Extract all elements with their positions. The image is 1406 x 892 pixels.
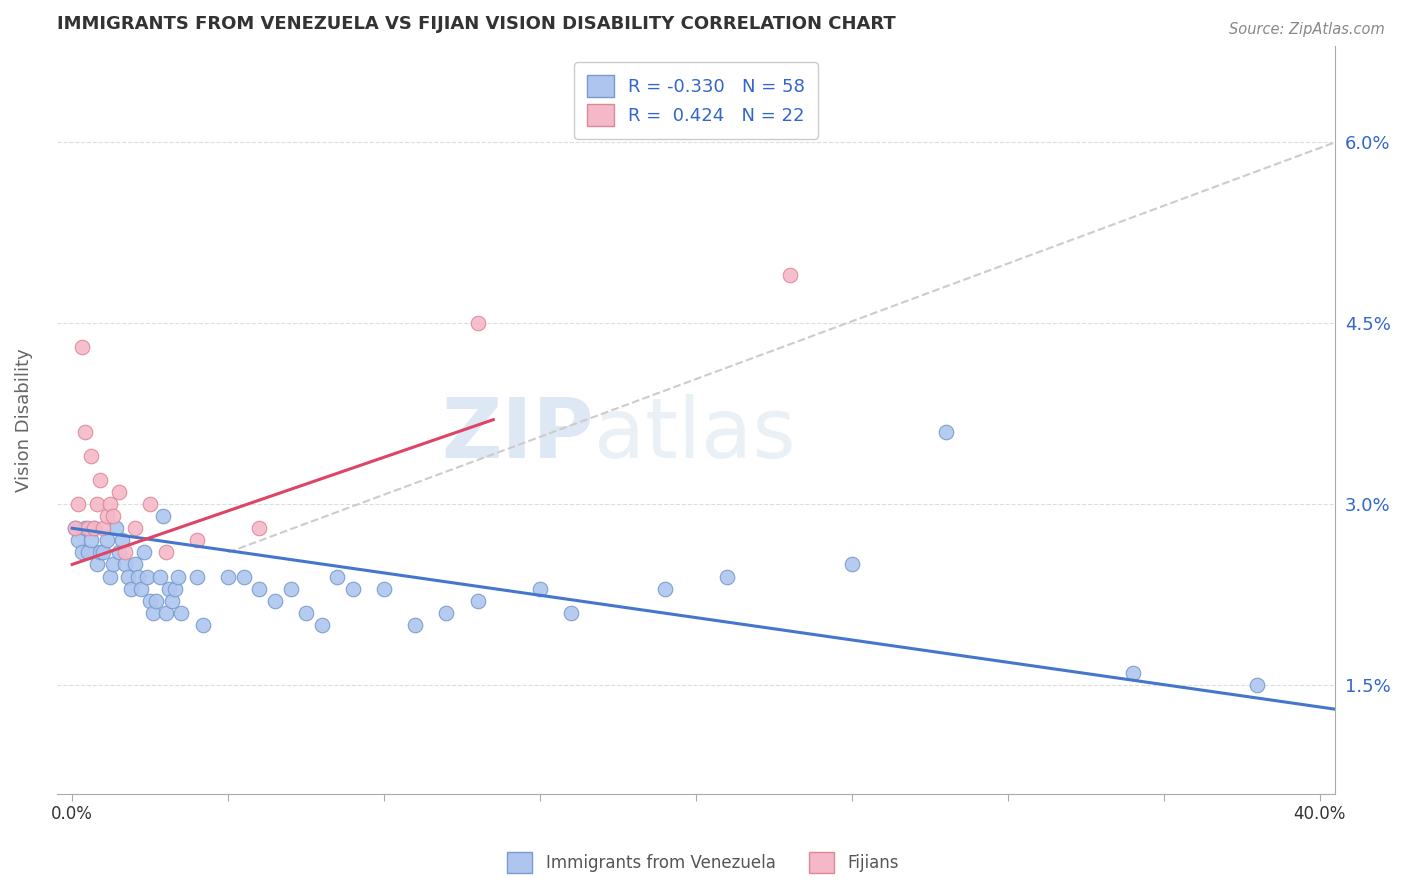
Point: [129, 582, 152, 596]
Point: [76, 521, 98, 535]
Point: [93, 521, 115, 535]
Point: [121, 582, 143, 596]
Point: [157, 582, 180, 596]
Point: [436, 606, 458, 620]
Point: [83, 521, 105, 535]
Point: [404, 617, 426, 632]
Point: [80, 533, 103, 548]
Point: [117, 569, 139, 583]
Point: [373, 582, 395, 596]
Point: [65, 521, 87, 535]
Point: [247, 521, 270, 535]
Point: [83, 521, 105, 535]
Point: [467, 593, 489, 607]
Point: [232, 569, 254, 583]
Text: ZIP: ZIP: [441, 394, 593, 475]
Point: [111, 533, 134, 548]
Point: [70, 340, 93, 354]
Text: IMMIGRANTS FROM VENEZUELA VS FIJIAN VISION DISABILITY CORRELATION CHART: IMMIGRANTS FROM VENEZUELA VS FIJIAN VISI…: [56, 15, 896, 33]
Point: [86, 558, 108, 572]
Point: [89, 473, 111, 487]
Point: [93, 545, 115, 559]
Point: [80, 449, 103, 463]
Point: [127, 569, 149, 583]
Point: [779, 268, 801, 282]
Point: [114, 545, 136, 559]
Point: [76, 545, 98, 559]
Point: [65, 521, 87, 535]
Point: [934, 425, 956, 439]
Text: Source: ZipAtlas.com: Source: ZipAtlas.com: [1229, 22, 1385, 37]
Point: [148, 569, 170, 583]
Point: [139, 593, 162, 607]
Point: [280, 582, 302, 596]
Point: [193, 617, 215, 632]
Point: [98, 497, 121, 511]
Point: [67, 533, 90, 548]
Point: [1246, 678, 1268, 692]
Point: [67, 497, 90, 511]
Point: [654, 582, 676, 596]
Point: [70, 545, 93, 559]
Legend: R = -0.330   N = 58, R =  0.424   N = 22: R = -0.330 N = 58, R = 0.424 N = 22: [574, 62, 818, 139]
Point: [264, 593, 287, 607]
Point: [841, 558, 863, 572]
Point: [124, 558, 146, 572]
Point: [155, 606, 177, 620]
Point: [114, 558, 136, 572]
Y-axis label: Vision Disability: Vision Disability: [15, 348, 32, 491]
Point: [342, 582, 364, 596]
Point: [98, 569, 121, 583]
Point: [108, 485, 131, 500]
Point: [108, 545, 131, 559]
Point: [217, 569, 239, 583]
Point: [560, 606, 582, 620]
Point: [529, 582, 551, 596]
Point: [311, 617, 333, 632]
Point: [160, 593, 183, 607]
Point: [101, 558, 124, 572]
Point: [170, 606, 193, 620]
Point: [186, 569, 208, 583]
Point: [467, 316, 489, 330]
Point: [101, 509, 124, 524]
Legend: Immigrants from Venezuela, Fijians: Immigrants from Venezuela, Fijians: [501, 846, 905, 880]
Point: [155, 545, 177, 559]
Point: [247, 582, 270, 596]
Point: [73, 425, 96, 439]
Point: [295, 606, 318, 620]
Point: [104, 521, 127, 535]
Point: [96, 509, 118, 524]
Point: [89, 545, 111, 559]
Point: [716, 569, 738, 583]
Point: [152, 509, 174, 524]
Point: [165, 582, 187, 596]
Point: [136, 569, 159, 583]
Point: [73, 521, 96, 535]
Text: atlas: atlas: [593, 394, 796, 475]
Point: [145, 593, 167, 607]
Point: [1122, 666, 1144, 681]
Point: [326, 569, 349, 583]
Point: [86, 497, 108, 511]
Point: [96, 533, 118, 548]
Point: [167, 569, 190, 583]
Point: [142, 606, 165, 620]
Point: [132, 545, 155, 559]
Point: [186, 533, 208, 548]
Point: [124, 521, 146, 535]
Point: [139, 497, 162, 511]
